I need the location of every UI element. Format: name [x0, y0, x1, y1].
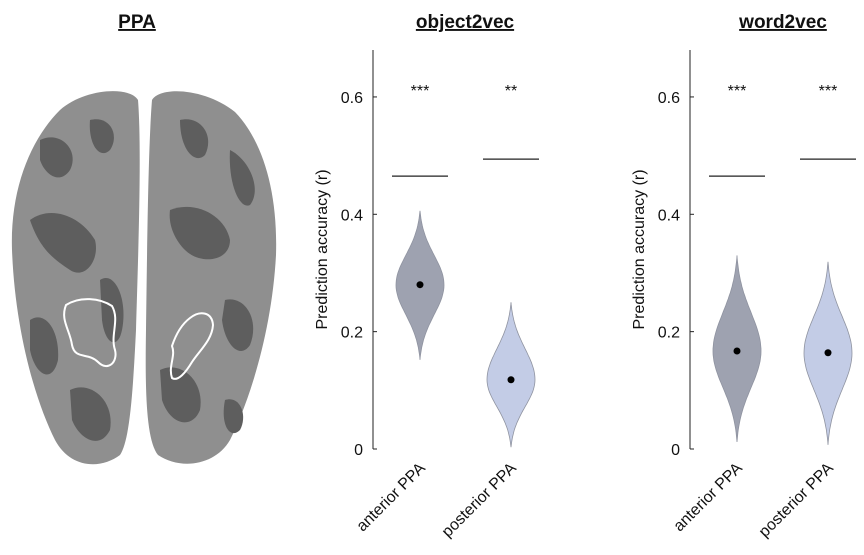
x-tick-label: posterior PPA: [756, 460, 837, 541]
y-tick-label: 0: [354, 442, 363, 459]
y-axis-label: Prediction accuracy (r): [631, 169, 648, 329]
mean-point: [508, 376, 515, 383]
significance-label: ***: [728, 83, 747, 100]
page: PPA object2vec Prediction accuracy (r) 0 0.…: [0, 0, 864, 555]
right-hemisphere: [146, 91, 276, 463]
brain-panel: PPA: [12, 12, 276, 464]
chart-title: object2vec: [416, 12, 515, 33]
mean-point: [734, 348, 741, 355]
brain-title: PPA: [118, 12, 156, 33]
violin: [487, 302, 535, 447]
mean-point: [825, 349, 832, 356]
y-tick-label: 0.2: [658, 325, 680, 342]
y-tick-label: 0.6: [341, 90, 363, 107]
chart-title: word2vec: [738, 12, 827, 33]
x-tick-label: posterior PPA: [439, 460, 520, 541]
mean-point: [417, 281, 424, 288]
significance-label: **: [505, 83, 517, 100]
x-tick-label: anterior PPA: [353, 460, 429, 536]
figure: PPA object2vec Prediction accuracy (r) 0 0.…: [0, 0, 864, 555]
significance-label: ***: [819, 83, 838, 100]
y-tick-label: 0: [671, 442, 680, 459]
x-tick-label: anterior PPA: [670, 460, 746, 536]
y-tick-label: 0.6: [658, 90, 680, 107]
y-axis-label: Prediction accuracy (r): [314, 169, 331, 329]
significance-label: ***: [411, 83, 430, 100]
y-tick-label: 0.4: [658, 207, 680, 224]
y-tick-label: 0.4: [341, 207, 363, 224]
y-tick-label: 0.2: [341, 325, 363, 342]
